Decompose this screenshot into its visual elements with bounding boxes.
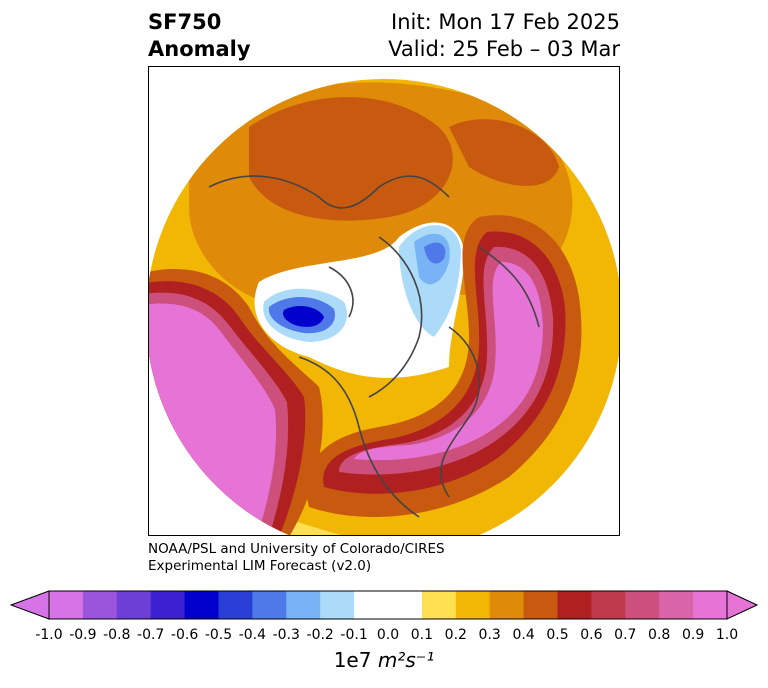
colorbar-tick-label: -0.2 (306, 627, 334, 643)
colorbar-tick-label: 0.4 (512, 627, 535, 643)
colorbar-swatch (218, 591, 253, 619)
forecast-dates: Init: Mon 17 Feb 2025 Valid: 25 Feb – 03… (388, 9, 620, 63)
anomaly-field (149, 79, 619, 535)
polar-map (148, 66, 620, 536)
colorbar-tick-label: 1.0 (715, 627, 739, 643)
colorbar-swatch (659, 591, 694, 619)
valid-range: Valid: 25 Feb – 03 Mar (388, 37, 620, 61)
anomaly-label: Anomaly (148, 37, 251, 61)
colorbar-swatch (49, 591, 84, 619)
colorbar-tick-label: 0.8 (648, 627, 671, 643)
init-date: Init: Mon 17 Feb 2025 (391, 10, 620, 34)
colorbar-tick-label: 0.9 (681, 627, 705, 643)
colorbar-swatch (354, 591, 389, 619)
units-label: m²s⁻¹ (377, 648, 435, 672)
credit-note: NOAA/PSL and University of Colorado/CIRE… (148, 541, 445, 575)
colorbar-tick-label: -0.4 (238, 627, 267, 643)
colorbar-swatch (523, 591, 558, 619)
colorbar-tick-label: 0.3 (478, 627, 501, 643)
colorbar-swatch (116, 591, 152, 619)
colorbar-tick-label: 0.1 (410, 627, 434, 643)
colorbar-swatch (489, 591, 525, 619)
colorbar-units: 1e7 m²s⁻¹ (0, 648, 768, 672)
colorbar-tick-label: -0.8 (103, 627, 131, 643)
colorbar-tick-label: -1.0 (35, 627, 63, 643)
colorbar-ticks: -1.0 -0.9 -0.8 -0.7 -0.6 -0.5 -0.4 -0.3 -0.2 -0.1… (0, 627, 768, 647)
colorbar-swatch (320, 591, 355, 619)
colorbar-tick-label: -0.6 (170, 627, 199, 643)
units-prefix: 1e7 (333, 648, 372, 672)
colorbar-extend-low (9, 590, 50, 620)
credit-line-2: Experimental LIM Forecast (v2.0) (148, 558, 372, 574)
colorbar-swatch (252, 591, 287, 619)
colorbar-swatch (591, 591, 626, 619)
colorbar-extend-high (726, 590, 759, 620)
colorbar-tick-label: 0.5 (546, 627, 569, 643)
credit-line-1: NOAA/PSL and University of Colorado/CIRE… (148, 541, 445, 557)
colorbar-tick-label: 0.2 (444, 627, 467, 643)
coastlines (208, 175, 540, 518)
map-title: SF750 Anomaly (148, 9, 251, 63)
colorbar-tick-label: -0.5 (204, 627, 233, 643)
colorbar-swatch (286, 591, 321, 619)
colorbar-swatch (388, 591, 423, 619)
colorbar-swatch (625, 591, 660, 619)
colorbar-tick-label: 0.7 (614, 627, 637, 643)
colorbar-swatch (693, 591, 728, 619)
colorbar-tick-label: 0.0 (376, 627, 400, 643)
colorbar-tick-label: 0.6 (580, 627, 603, 643)
colorbar-swatch (421, 591, 457, 619)
colorbar-swatch (184, 591, 219, 619)
shaded-anomaly (149, 79, 619, 535)
colorbar-swatch (82, 591, 118, 619)
colorbar-tick-label: -0.1 (340, 627, 368, 643)
colorbar-tick-label: -0.9 (69, 627, 97, 643)
colorbar-swatch (455, 591, 491, 619)
colorbar (9, 590, 759, 620)
colorbar-swatch (150, 591, 186, 619)
colorbar-outline (48, 590, 728, 620)
variable-label: SF750 (148, 10, 222, 34)
colorbar-tick-label: -0.3 (272, 627, 300, 643)
colorbar-swatches (9, 590, 759, 620)
colorbar-tick-label: -0.7 (137, 627, 165, 643)
colorbar-swatch (557, 591, 592, 619)
